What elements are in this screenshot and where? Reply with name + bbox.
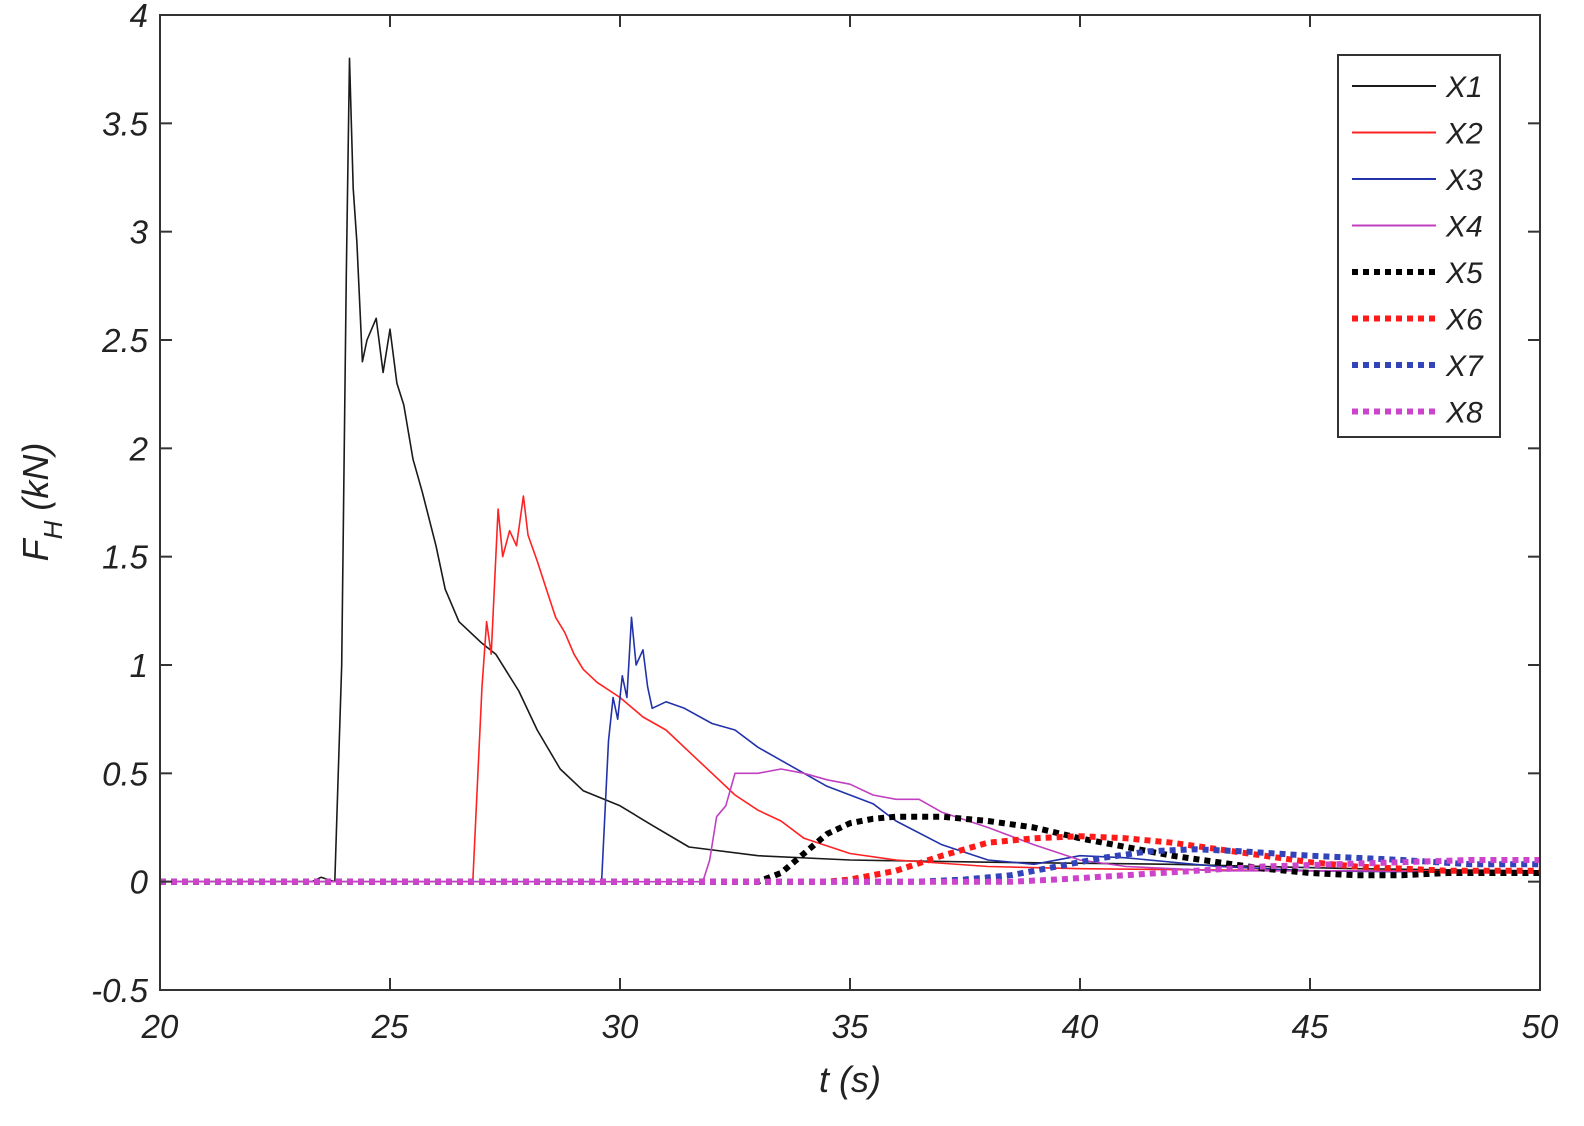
x-tick-label: 50 bbox=[1522, 1008, 1559, 1045]
ticks-layer: 20 25 30 35 40 45 50 -0.5 0 0.5 1 1.5 2 2.5 3 3.5 4 bbox=[91, 0, 1559, 1045]
series-line-x5 bbox=[160, 813, 1540, 885]
series-line-x1 bbox=[160, 57, 1541, 883]
y-tick-label: 2.5 bbox=[101, 322, 149, 359]
x-tick-label: 25 bbox=[371, 1008, 409, 1045]
y-axis-label-subscript: H bbox=[38, 520, 68, 539]
svg-text:FH(kN): FH (kN) bbox=[15, 443, 68, 562]
y-tick-label: 1.5 bbox=[102, 539, 149, 576]
legend-label-x2: X2 bbox=[1445, 118, 1483, 151]
y-tick-label: -0.5 bbox=[91, 972, 149, 1009]
x-tick-label: 30 bbox=[602, 1008, 639, 1045]
y-tick-label: 1 bbox=[130, 647, 148, 684]
legend-label-x4: X4 bbox=[1445, 211, 1483, 244]
y-tick-label: 3.5 bbox=[102, 105, 149, 142]
y-tick-label: 2 bbox=[129, 430, 148, 467]
x-tick-label: 35 bbox=[832, 1008, 869, 1045]
series-layer bbox=[160, 57, 1541, 885]
series-line-x3 bbox=[160, 616, 1541, 883]
legend-label-x6: X6 bbox=[1445, 304, 1483, 337]
legend-label-x8: X8 bbox=[1445, 397, 1483, 430]
series-line-x2 bbox=[160, 495, 1540, 883]
x-tick-label: 20 bbox=[141, 1008, 179, 1045]
y-tick-label: 0.5 bbox=[102, 755, 149, 792]
y-tick-label: 3 bbox=[130, 214, 149, 251]
y-tick-label: 0 bbox=[130, 864, 149, 901]
y-axis-label: FH (kN) bbox=[15, 443, 68, 562]
series-line-x4 bbox=[160, 768, 1541, 883]
plot-background bbox=[160, 15, 1540, 990]
x-tick-label: 45 bbox=[1292, 1008, 1329, 1045]
y-axis-label-main: F bbox=[15, 537, 56, 561]
x-axis-label: t (s) bbox=[819, 1059, 881, 1100]
legend-label-x1: X1 bbox=[1445, 71, 1483, 104]
y-axis-label-unit: (kN) bbox=[15, 443, 56, 511]
legend-label-x3: X3 bbox=[1445, 164, 1483, 197]
y-tick-label: 4 bbox=[130, 0, 148, 34]
legend-label-x7: X7 bbox=[1445, 350, 1484, 383]
series-line-x8 bbox=[160, 857, 1540, 885]
legend-label-x5: X5 bbox=[1445, 257, 1483, 290]
legend-box bbox=[1337, 54, 1501, 438]
series-line-x6 bbox=[160, 833, 1540, 885]
x-tick-label: 40 bbox=[1062, 1008, 1099, 1045]
legend: X1 X2 X3 X4 X5 X6 X7 X8 bbox=[1337, 54, 1501, 438]
